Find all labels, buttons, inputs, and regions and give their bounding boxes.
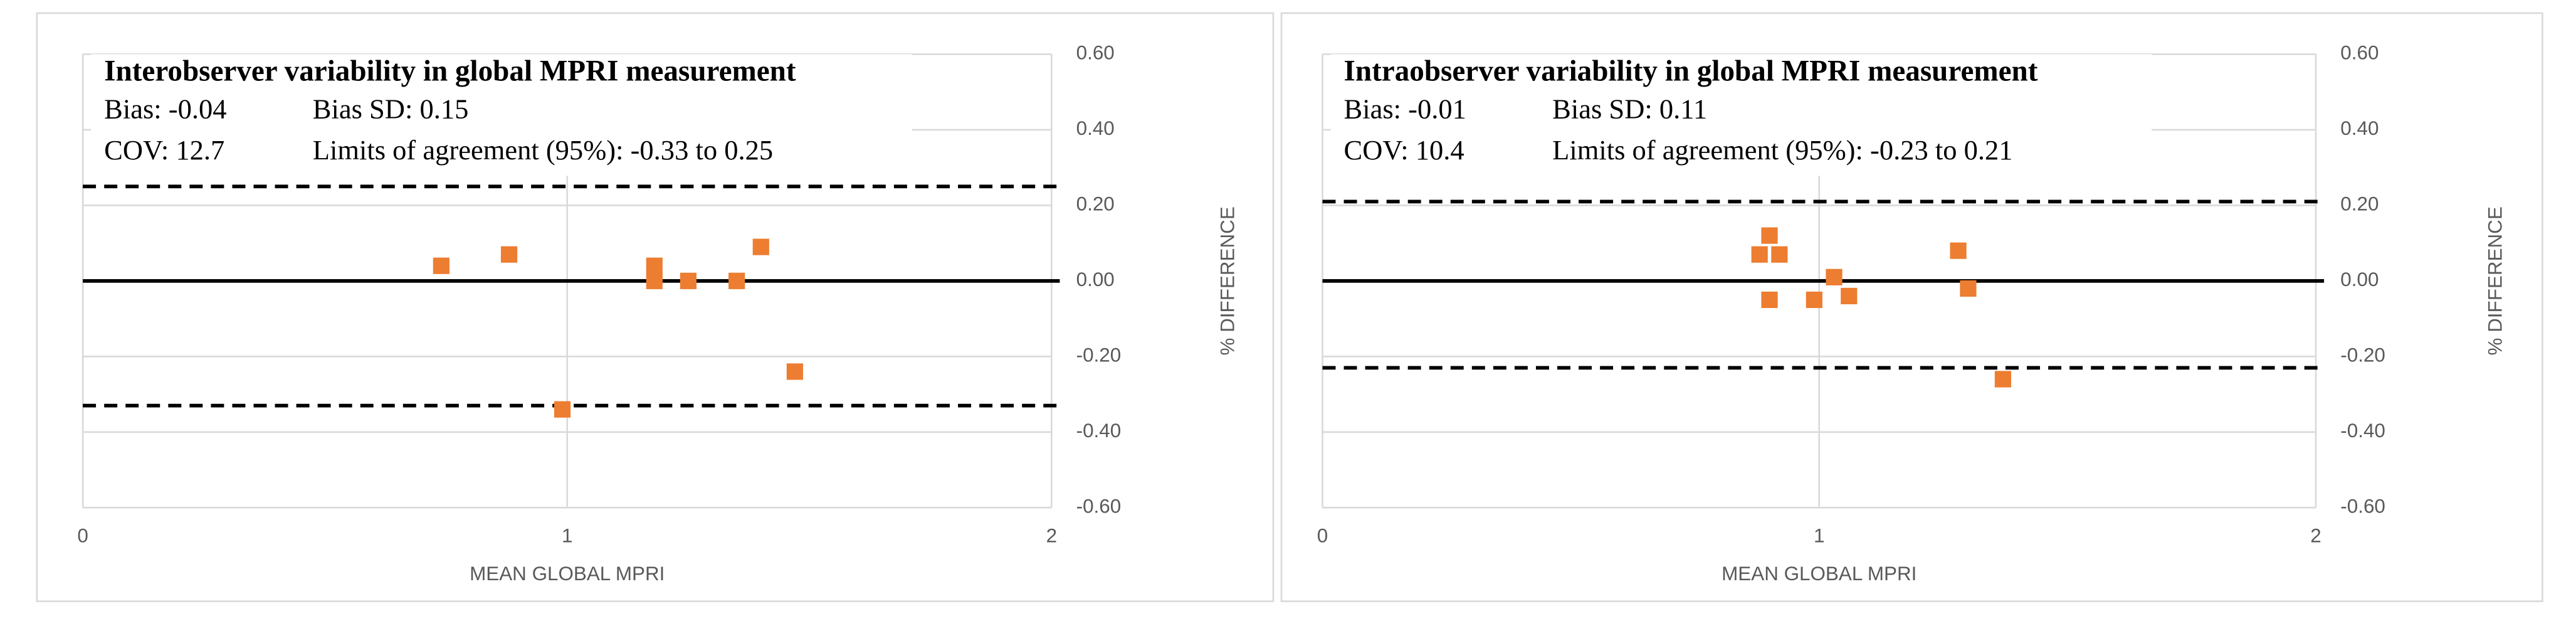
- x-tick-label: 2: [1046, 525, 1057, 547]
- annotation: Bias: -0.04: [104, 93, 226, 124]
- data-point: [728, 272, 745, 289]
- y-tick-label: 0.00: [1076, 268, 1115, 290]
- data-point: [646, 272, 663, 289]
- chart-title: Interobserver variability in global MPRI…: [104, 55, 796, 88]
- x-axis-title: MEAN GLOBAL MPRI: [1722, 563, 1916, 585]
- x-tick-label: 0: [1317, 525, 1328, 547]
- x-axis-title: MEAN GLOBAL MPRI: [470, 563, 665, 585]
- annotation-box: [1330, 54, 2152, 176]
- y-tick-label: 0.20: [1076, 193, 1115, 215]
- data-point: [433, 257, 449, 274]
- data-point: [752, 238, 769, 255]
- annotation: COV: 10.4: [1344, 134, 1464, 166]
- annotation: Bias SD: 0.15: [313, 93, 469, 124]
- annotation: Limits of agreement (95%): -0.23 to 0.21: [1552, 134, 2012, 166]
- y-tick-label: -0.60: [1076, 496, 1122, 518]
- y-axis-title: % DIFFERENCE: [2484, 206, 2506, 355]
- data-point: [1960, 280, 1977, 297]
- x-tick-label: 1: [1814, 525, 1824, 547]
- x-tick-label: 0: [77, 525, 88, 547]
- data-point: [646, 257, 663, 274]
- annotation: Bias SD: 0.11: [1552, 93, 1707, 124]
- data-point: [554, 401, 571, 418]
- data-point: [1751, 246, 1768, 263]
- y-tick-label: 0.60: [1076, 42, 1115, 64]
- annotation: Limits of agreement (95%): -0.33 to 0.25: [313, 134, 773, 166]
- y-tick-label: 0.60: [2340, 42, 2379, 64]
- y-tick-label: -0.40: [1076, 420, 1122, 442]
- data-point: [1761, 291, 1778, 309]
- data-point: [1806, 291, 1822, 309]
- annotation: Bias: -0.01: [1344, 93, 1466, 124]
- y-tick-label: 0.00: [2340, 268, 2379, 290]
- data-point: [680, 272, 697, 289]
- y-tick-label: 0.40: [2340, 117, 2379, 139]
- data-point: [1841, 287, 1858, 305]
- annotation-box: [91, 54, 912, 176]
- x-tick-label: 1: [562, 525, 572, 547]
- annotation: COV: 12.7: [104, 134, 224, 166]
- data-point: [786, 363, 803, 380]
- y-tick-label: 0.40: [1076, 117, 1115, 139]
- x-tick-label: 2: [2310, 525, 2321, 547]
- chart-title: Intraobserver variability in global MPRI…: [1344, 55, 2038, 88]
- data-point: [1950, 242, 1967, 259]
- y-tick-label: 0.20: [2340, 193, 2379, 215]
- chart: -0.60 -0.40 -0.20 0.00 0.20 0.40 0.60 0 1 2 Intero…: [36, 12, 1275, 602]
- data-point: [1771, 246, 1788, 263]
- data-point: [1994, 371, 2011, 388]
- data-point: [1826, 268, 1843, 285]
- chart: -0.60 -0.40 -0.20 0.00 0.20 0.40 0.60 0 1 2 Intrao…: [1280, 12, 2543, 602]
- y-tick-label: -0.20: [1076, 344, 1122, 366]
- data-point: [500, 246, 518, 263]
- y-axis-title: % DIFFERENCE: [1217, 206, 1239, 355]
- y-tick-label: -0.40: [2340, 420, 2385, 442]
- data-point: [1761, 227, 1778, 244]
- y-tick-label: -0.20: [2340, 344, 2385, 366]
- y-tick-label: -0.60: [2340, 496, 2385, 518]
